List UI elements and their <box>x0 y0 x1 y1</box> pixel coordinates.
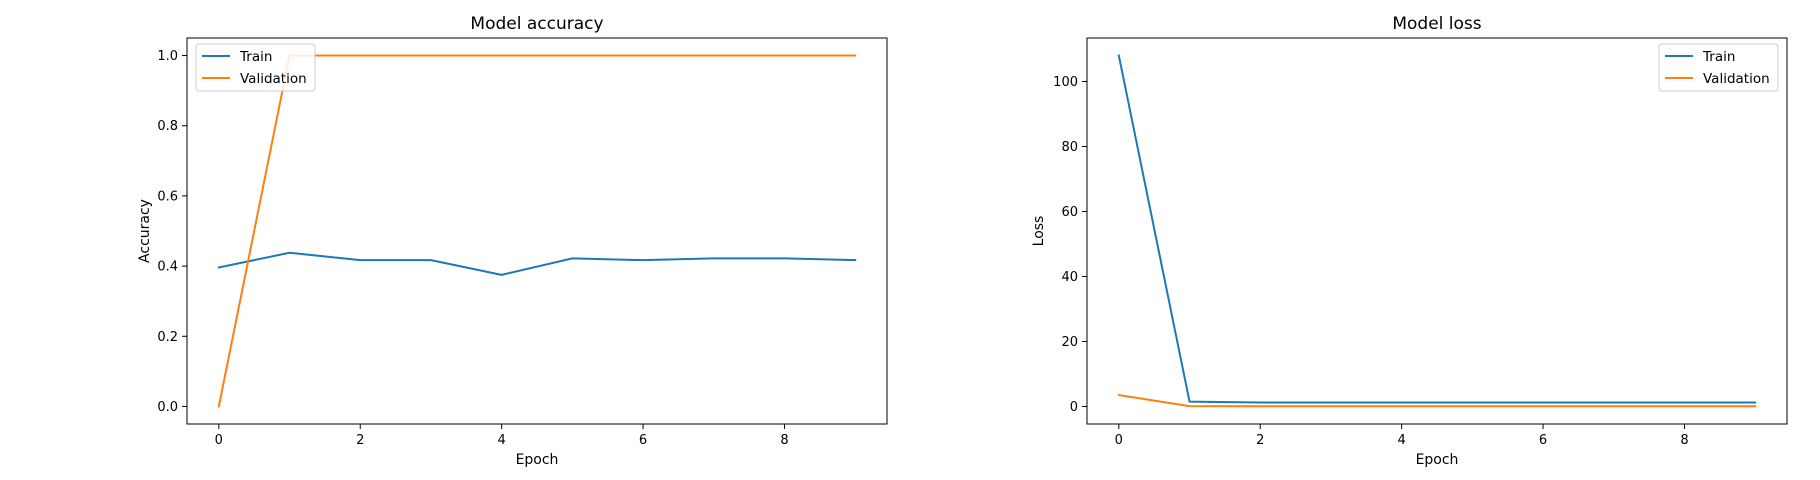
loss-y-tick-label: 60 <box>1061 205 1078 220</box>
accuracy-plot-frame <box>186 37 888 425</box>
loss-train-line <box>1117 54 1757 404</box>
loss-y-tick-label: 20 <box>1061 335 1078 350</box>
accuracy-y-tick-label: 0.2 <box>157 330 178 345</box>
loss-x-tick-label: 6 <box>1539 433 1547 448</box>
loss-validation-line <box>1117 393 1757 408</box>
loss-plot-frame <box>1086 37 1788 425</box>
accuracy-chart: Model accuracy Epoch Accuracy 0 2 4 6 8 0.0 0.… <box>137 14 888 468</box>
loss-x-tick-label: 4 <box>1398 433 1406 448</box>
loss-y-tick-label: 40 <box>1061 270 1078 285</box>
loss-y-tick-label: 80 <box>1061 140 1078 155</box>
accuracy-x-tick-label: 4 <box>498 433 506 448</box>
accuracy-x-tick-label: 8 <box>780 433 788 448</box>
accuracy-x-tick-label: 6 <box>639 433 647 448</box>
loss-legend: Train Validation <box>1658 43 1779 92</box>
accuracy-y-tick-label: 0.4 <box>157 260 178 275</box>
accuracy-train-line <box>217 251 857 276</box>
accuracy-lines <box>217 54 857 408</box>
accuracy-x-tick-label: 2 <box>356 433 364 448</box>
accuracy-legend-train-label: Train <box>239 49 272 65</box>
loss-x-tick-label: 8 <box>1680 433 1688 448</box>
loss-chart: Model loss Epoch Loss 0 2 4 6 8020406080100 … <box>1031 14 1788 468</box>
loss-x-tick-label: 2 <box>1256 433 1264 448</box>
accuracy-legend: Train Validation <box>195 43 316 92</box>
accuracy-chart-title: Model accuracy <box>470 14 603 34</box>
accuracy-x-axis-label: Epoch <box>516 452 559 468</box>
accuracy-ticks: 0 2 4 6 8 0.0 0.2 0.4 0.6 0.8 1.0 <box>157 49 788 448</box>
loss-legend-validation-label: Validation <box>1703 71 1770 87</box>
accuracy-y-tick-label: 0.8 <box>157 119 178 134</box>
accuracy-y-tick-label: 1.0 <box>157 49 178 64</box>
accuracy-legend-validation-label: Validation <box>240 71 307 87</box>
loss-lines <box>1117 54 1757 408</box>
loss-chart-title: Model loss <box>1392 14 1481 34</box>
loss-x-tick-label: 0 <box>1115 433 1123 448</box>
loss-x-axis-label: Epoch <box>1416 452 1459 468</box>
accuracy-y-tick-label: 0.0 <box>157 400 178 415</box>
accuracy-x-tick-label: 0 <box>215 433 223 448</box>
loss-legend-train-label: Train <box>1702 49 1735 65</box>
accuracy-y-tick-label: 0.6 <box>157 189 178 204</box>
loss-y-tick-label: 0 <box>1070 400 1078 415</box>
loss-y-axis-label: Loss <box>1031 216 1047 247</box>
accuracy-y-axis-label: Accuracy <box>137 199 153 263</box>
loss-y-tick-label: 100 <box>1053 75 1078 90</box>
accuracy-validation-line <box>217 54 857 408</box>
